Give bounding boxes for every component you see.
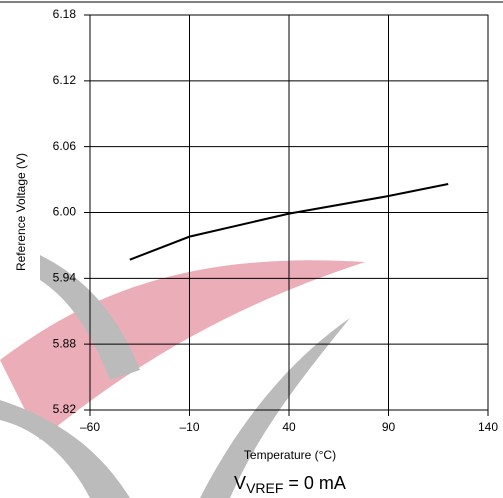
x-tick-label: –10	[179, 420, 199, 434]
y-tick-label: 6.12	[53, 73, 77, 87]
y-tick-label: 5.94	[53, 271, 77, 285]
x-tick-label: 40	[282, 420, 296, 434]
x-axis-label: Temperature (°C)	[244, 448, 336, 462]
watermark	[0, 255, 365, 498]
y-axis-label: Reference Voltage (V)	[14, 153, 28, 271]
y-tick-label: 6.06	[53, 139, 77, 153]
annotation-symbol: V	[234, 473, 246, 493]
x-tick-label: 140	[478, 420, 498, 434]
plot-frame	[89, 14, 489, 411]
annotation: VVREF = 0 mA	[234, 473, 346, 496]
annotation-text: = 0 mA	[288, 473, 346, 493]
y-tick-label: 5.82	[53, 402, 77, 416]
annotation-subscript: VREF	[246, 480, 283, 496]
y-tick-label: 6.00	[53, 205, 77, 219]
data-line	[129, 182, 449, 261]
x-tick-label: 90	[382, 420, 396, 434]
y-tick-label: 5.88	[53, 336, 77, 350]
x-tick-label: –60	[80, 420, 100, 434]
y-tick-label: 6.18	[53, 7, 77, 21]
